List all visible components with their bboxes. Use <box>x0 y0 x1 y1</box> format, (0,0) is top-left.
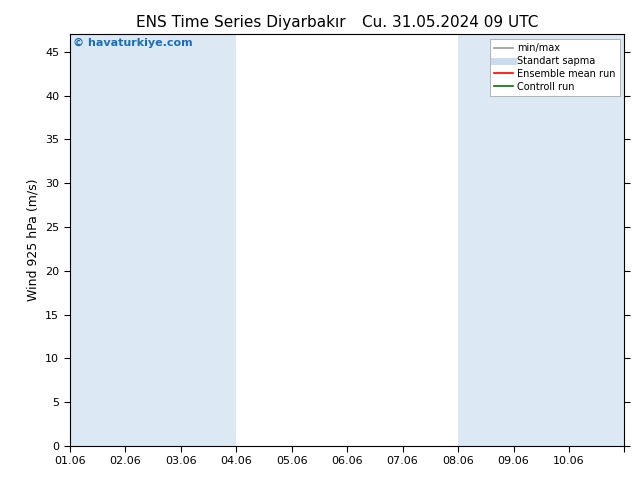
Text: © havaturkiye.com: © havaturkiye.com <box>72 38 192 49</box>
Bar <box>514 34 569 446</box>
Text: Cu. 31.05.2024 09 UTC: Cu. 31.05.2024 09 UTC <box>362 15 538 30</box>
Legend: min/max, Standart sapma, Ensemble mean run, Controll run: min/max, Standart sapma, Ensemble mean r… <box>490 39 619 96</box>
Bar <box>569 34 624 446</box>
Bar <box>70 34 126 446</box>
Y-axis label: Wind 925 hPa (m/s): Wind 925 hPa (m/s) <box>27 179 40 301</box>
Bar <box>458 34 514 446</box>
Bar <box>181 34 236 446</box>
Bar <box>126 34 181 446</box>
Text: ENS Time Series Diyarbakır: ENS Time Series Diyarbakır <box>136 15 346 30</box>
